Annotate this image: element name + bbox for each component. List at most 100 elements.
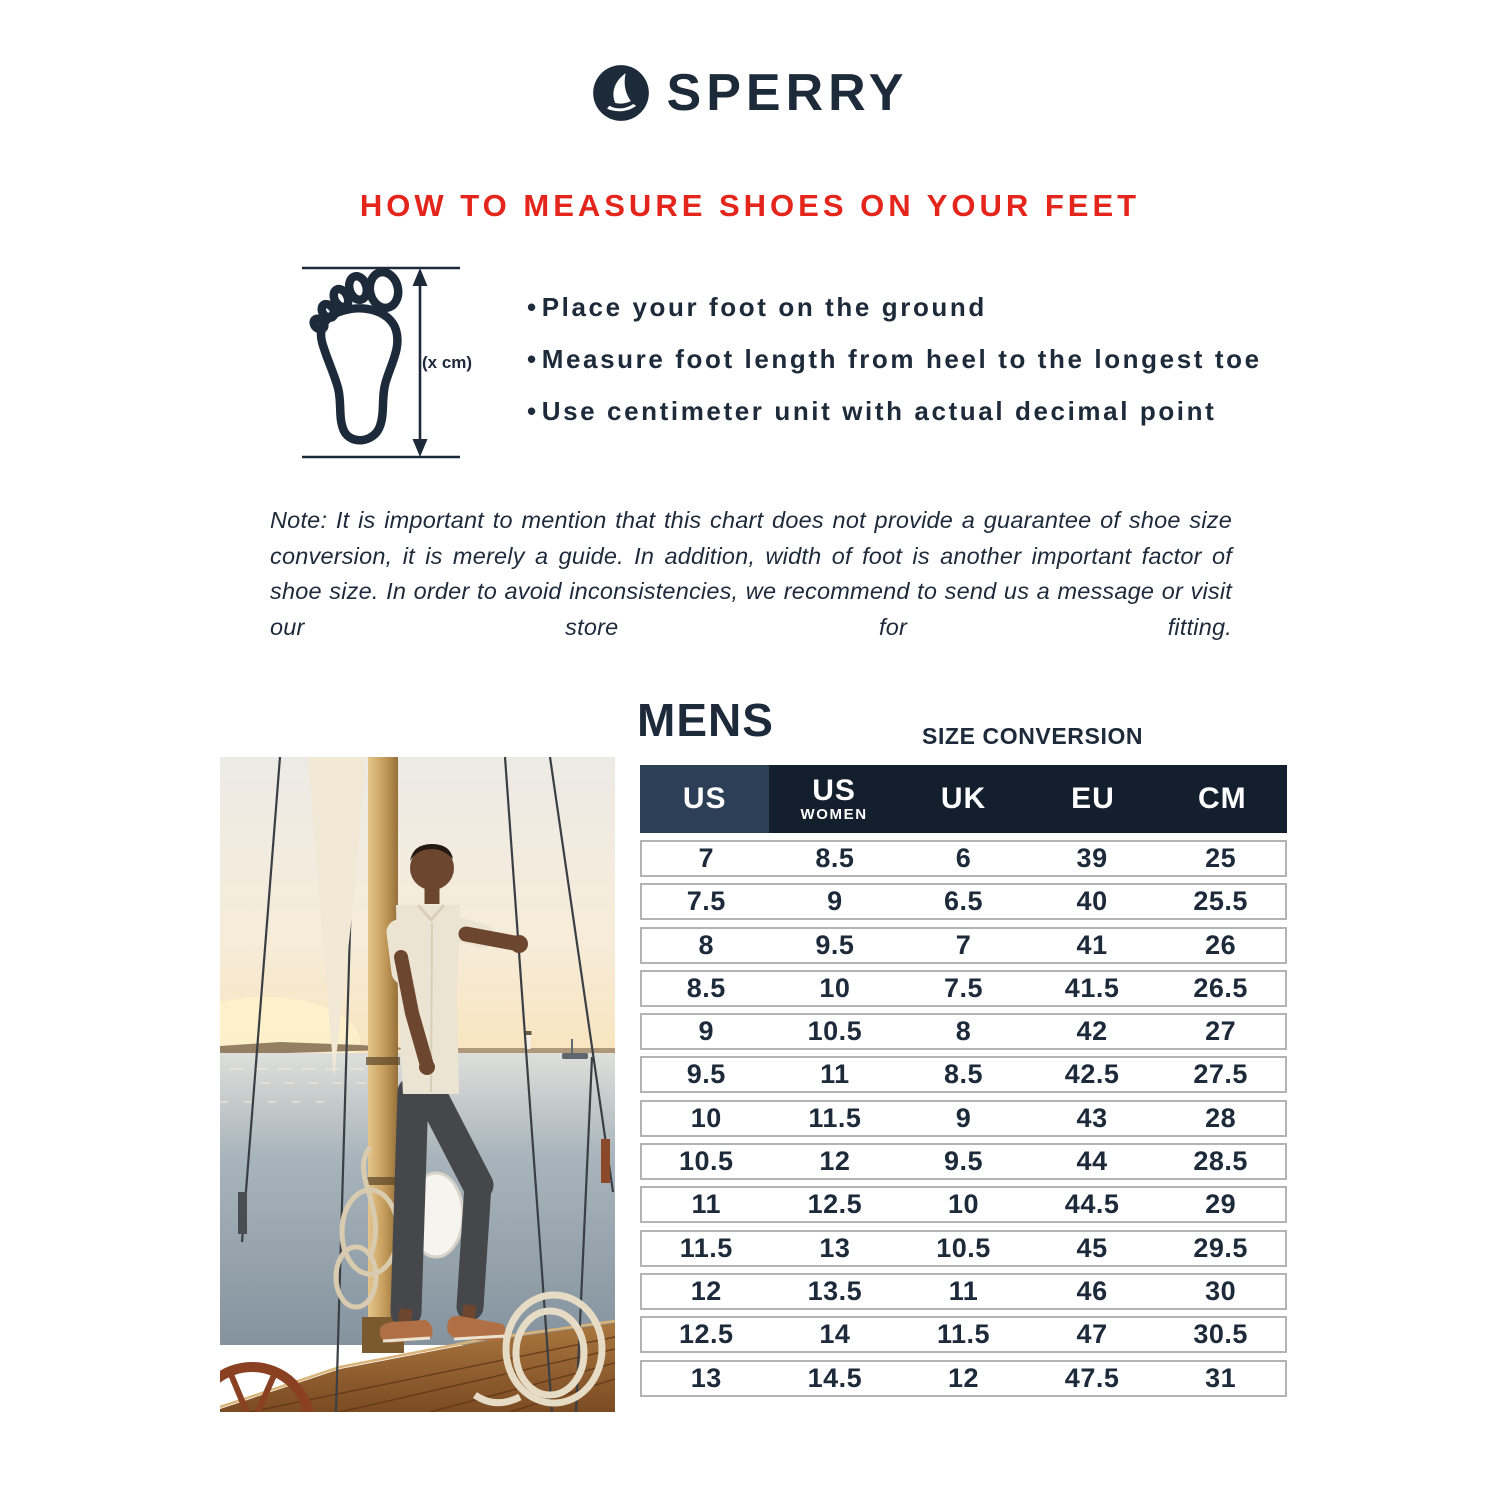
boat-shoe	[447, 1315, 506, 1341]
size-cell: 9.5	[686, 1059, 726, 1090]
size-cell: 10	[947, 1189, 979, 1220]
size-cell: 45	[1076, 1232, 1108, 1263]
size-cell: 40	[1076, 886, 1108, 917]
man-hair	[410, 844, 453, 861]
size-cell: 8.5	[686, 972, 726, 1003]
size-cell: 31	[1205, 1362, 1237, 1393]
rope-coil	[472, 1291, 606, 1407]
size-cell: 9	[698, 1016, 715, 1047]
column-header-uk: UK	[899, 765, 1028, 833]
size-cell: 11.5	[936, 1319, 991, 1350]
size-cell: 9.5	[815, 929, 855, 960]
size-cell: 14.5	[807, 1362, 863, 1393]
size-cell: 11.5	[679, 1232, 733, 1263]
size-cell: 9	[827, 886, 843, 917]
size-cell: 41	[1076, 929, 1108, 960]
table-row: 12.5 14 11.5 47 30.5	[640, 1316, 1287, 1354]
size-cell: 44	[1076, 1146, 1108, 1177]
table-header-row: US US WOMEN UK EU CM	[640, 765, 1287, 833]
size-cell: 11	[691, 1189, 722, 1220]
measure-arrow-icon	[412, 268, 428, 457]
size-cell: 11	[948, 1275, 979, 1306]
man-head	[410, 846, 454, 890]
table-row: 8.5 10 7.5 41.5 26.5	[640, 969, 1287, 1007]
table-row: 12 13.5 11 46 30	[640, 1272, 1287, 1310]
man-left-arm	[394, 950, 433, 1069]
size-cell: 27.5	[1193, 1059, 1248, 1090]
size-cell: 27	[1205, 1016, 1237, 1047]
size-cell: 47	[1076, 1319, 1108, 1350]
size-cell: 8.5	[943, 1059, 983, 1090]
table-row: 10 11.5 9 43 28	[640, 1099, 1287, 1137]
table-row: 9 10.5 8 42 27	[640, 1013, 1287, 1051]
man-left-leg	[390, 1076, 429, 1328]
size-cell: 26.5	[1193, 972, 1248, 1003]
distant-boat	[562, 1039, 588, 1059]
brand-logo: SPERRY	[0, 64, 1500, 122]
size-cell: 30	[1205, 1275, 1237, 1306]
column-header-cm: CM	[1158, 765, 1287, 833]
size-cell: 12.5	[679, 1319, 734, 1350]
size-cell: 42.5	[1064, 1059, 1120, 1090]
size-cell: 39	[1076, 843, 1108, 873]
man-right-shin	[456, 1171, 492, 1321]
table-row: 11 12.5 10 44.5 29	[640, 1186, 1287, 1224]
section-title-mens: MENS	[637, 694, 774, 746]
column-header-us: US	[640, 765, 770, 833]
size-cell: 28	[1205, 1102, 1237, 1133]
column-label: EU	[1071, 782, 1115, 815]
instruction-item: Use centimeter unit with actual decimal …	[527, 398, 1262, 424]
brand-name: SPERRY	[666, 64, 909, 122]
lifestyle-photo-sailboat	[220, 757, 615, 1412]
turnbuckle-left	[238, 1192, 247, 1234]
size-cell: 41.5	[1064, 972, 1120, 1003]
size-cell: 47.5	[1064, 1362, 1120, 1393]
table-row: 11.5 13 10.5 45 29.5	[640, 1229, 1287, 1267]
sperry-sailboat-icon	[592, 65, 649, 121]
column-header-us-women: US WOMEN	[769, 765, 898, 833]
column-header-eu: EU	[1028, 765, 1157, 833]
size-cell: 11	[820, 1059, 850, 1090]
size-cell: 12	[690, 1275, 722, 1306]
instruction-item: Measure foot length from heel to the lon…	[527, 346, 1262, 372]
size-cell: 7	[698, 843, 715, 873]
size-cell: 30.5	[1193, 1319, 1248, 1350]
man-right-thigh	[414, 1076, 494, 1201]
size-cell: 7.5	[686, 886, 726, 917]
table-row: 7.5 9 6.5 40 25.5	[640, 883, 1287, 921]
size-cell: 10	[819, 972, 851, 1003]
size-cell: 6	[955, 843, 972, 873]
size-cell: 25	[1205, 843, 1237, 873]
size-cell: 29	[1205, 1189, 1237, 1220]
column-sublabel: WOMEN	[800, 806, 868, 823]
size-cell: 9.5	[943, 1146, 983, 1177]
instruction-list: Place your foot on the ground Measure fo…	[527, 294, 1262, 450]
man-right-arm	[458, 926, 522, 951]
lighthouse	[526, 1033, 531, 1049]
size-cell: 8.5	[815, 843, 855, 873]
size-cell: 8	[698, 929, 715, 960]
column-label: US	[812, 774, 856, 807]
footprint-icon	[309, 267, 403, 445]
column-label: US	[682, 782, 727, 815]
size-cell: 12.5	[807, 1189, 863, 1220]
size-cell: 12	[819, 1146, 851, 1177]
size-cell: 6.5	[943, 886, 983, 917]
size-table-rows: 7 8.5 6 39 25 7.5 9 6.5 40 25.5 8 9.5 7 41 26 8.5 10 7.5 4…	[640, 840, 1287, 1397]
size-conversion-table: US US WOMEN UK EU CM 7 8.5 6 39 25 7.5 9 6.5 40 2…	[640, 765, 1287, 1403]
measure-unit-label: (x cm)	[422, 353, 472, 372]
table-row: 10.5 12 9.5 44 28.5	[640, 1143, 1287, 1181]
table-row: 7 8.5 6 39 25	[640, 840, 1287, 877]
ship-wheel	[220, 1362, 314, 1412]
man-hand	[510, 935, 528, 953]
table-subtitle: SIZE CONVERSION	[922, 723, 1144, 749]
table-row: 8 9.5 7 41 26	[640, 926, 1287, 964]
size-cell: 42	[1076, 1016, 1108, 1047]
shoreline	[220, 1042, 420, 1055]
size-cell: 9	[955, 1102, 972, 1133]
size-cell: 7	[955, 929, 972, 960]
size-cell: 8	[955, 1016, 972, 1047]
size-cell: 14	[819, 1319, 851, 1350]
size-cell: 43	[1076, 1102, 1108, 1133]
